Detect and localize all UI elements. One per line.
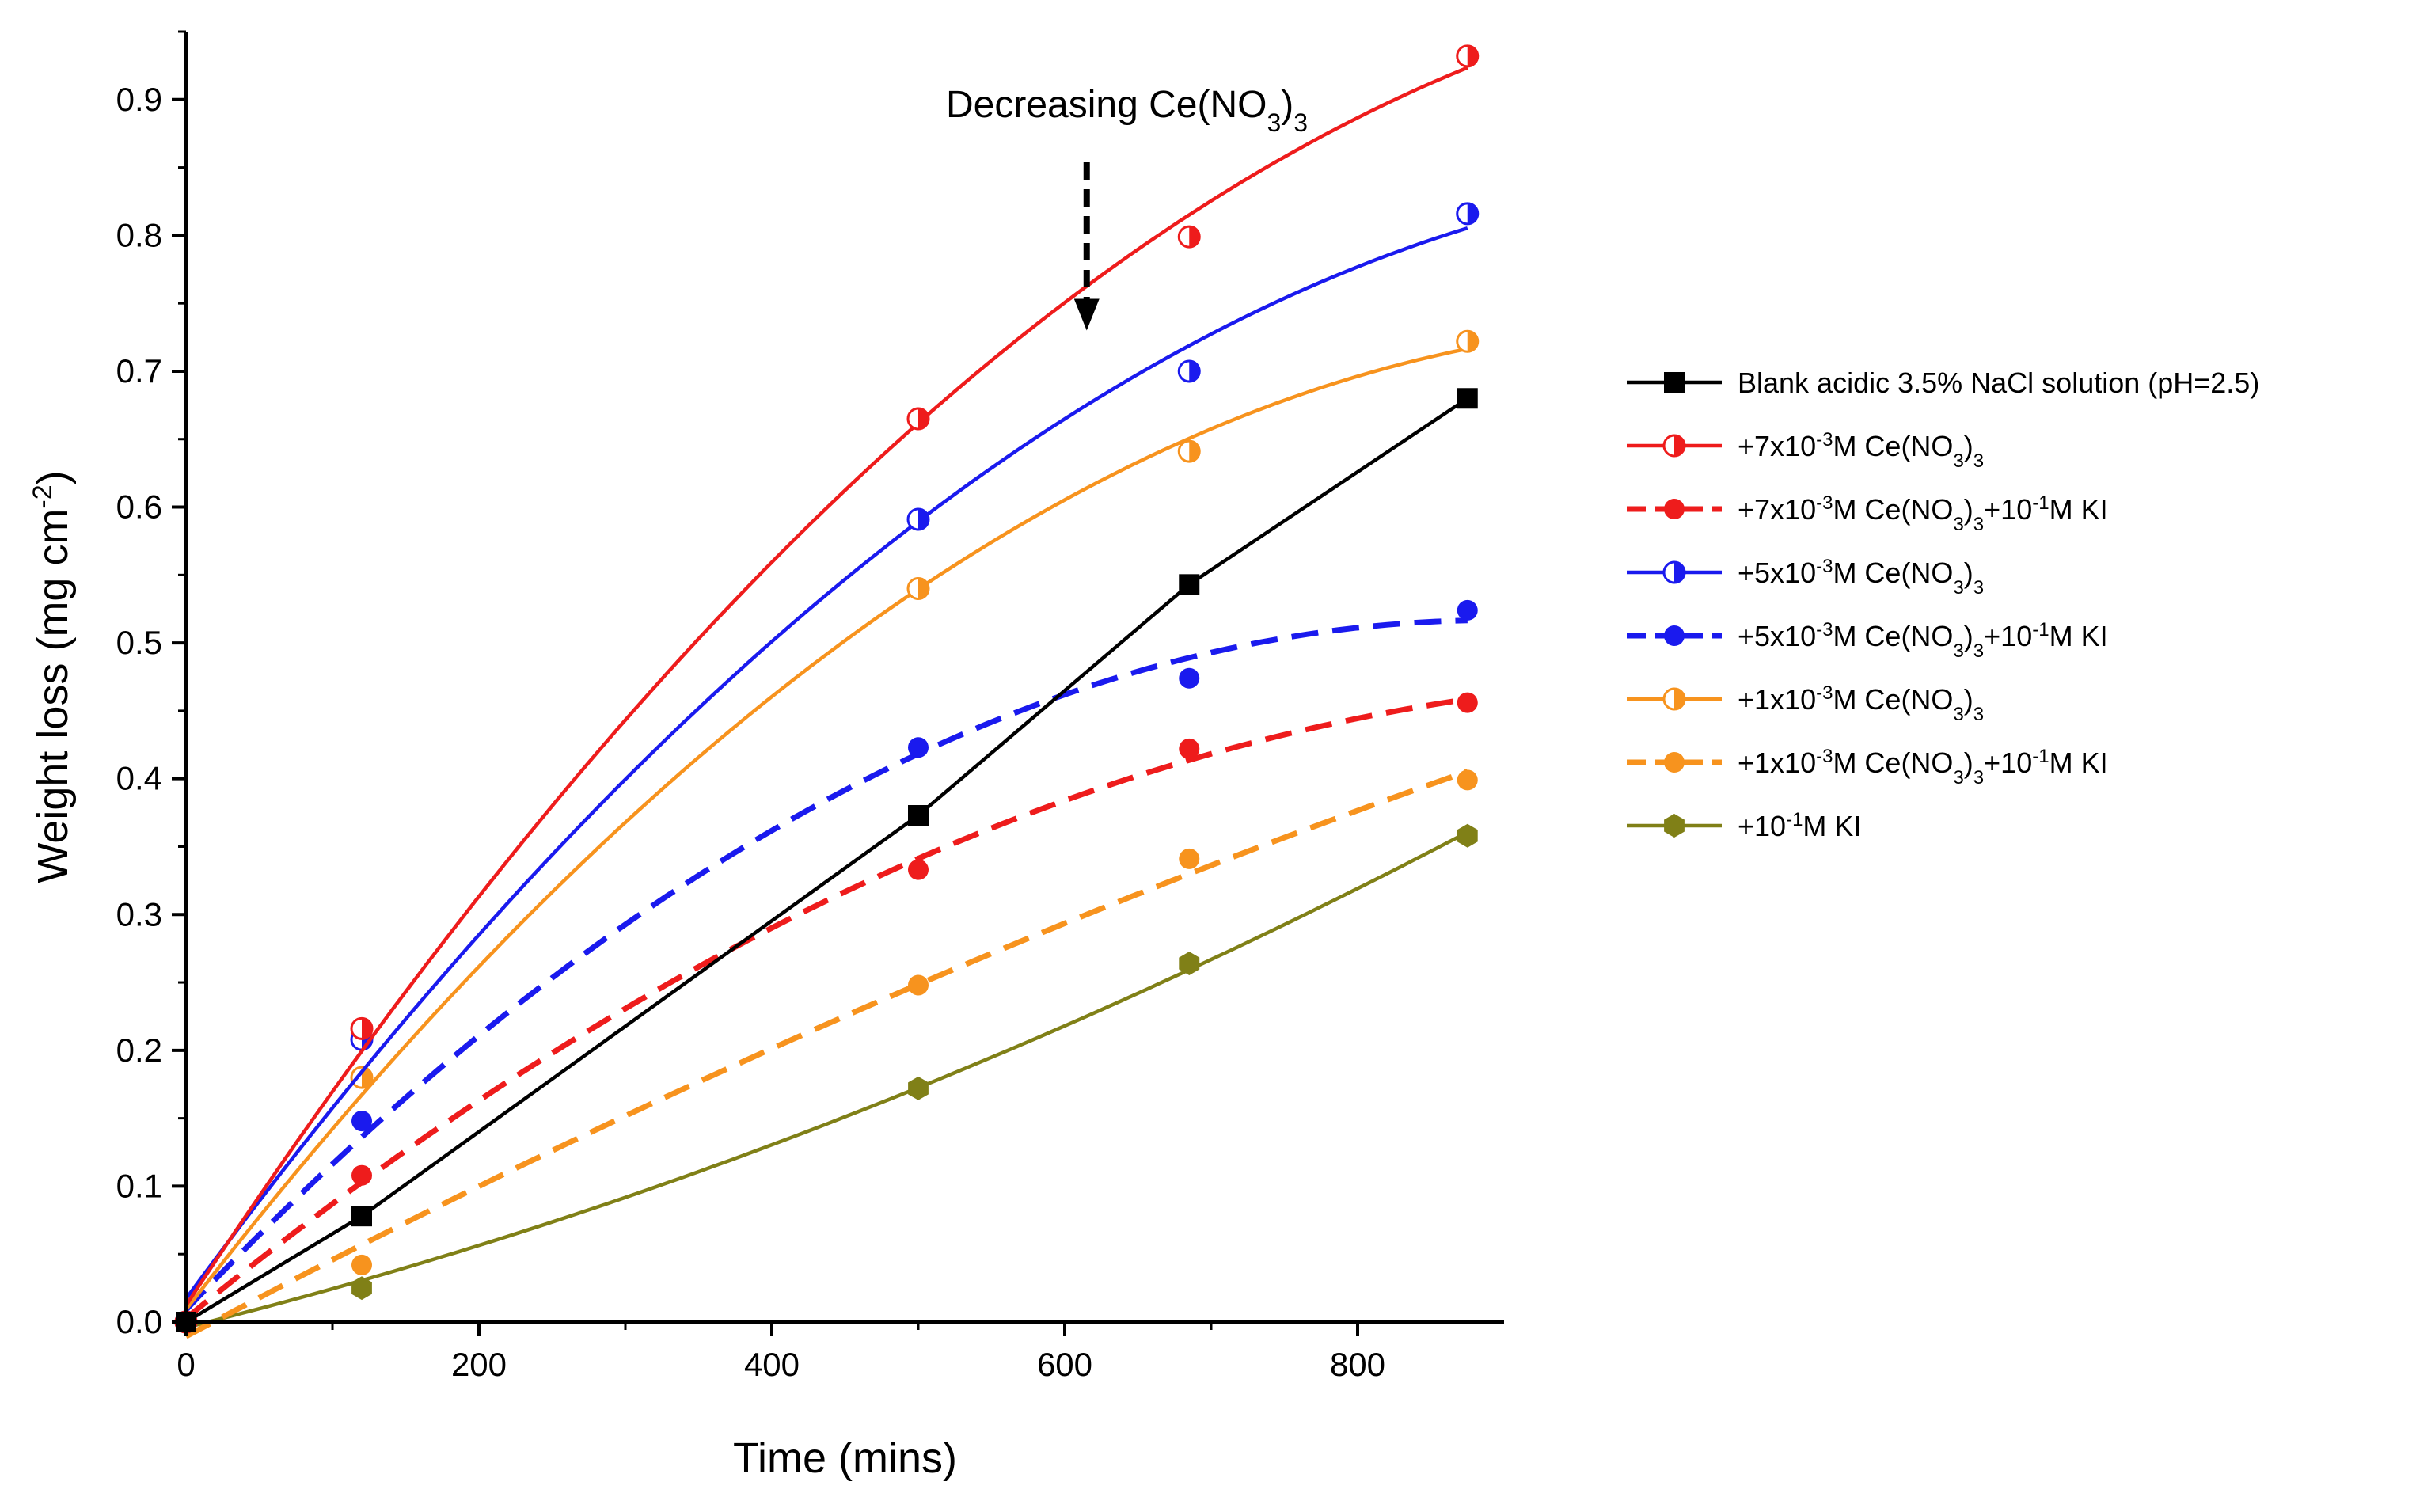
y-tick-label: 0.9	[116, 81, 162, 118]
data-point-half	[918, 508, 929, 530]
y-tick-label: 0.7	[116, 352, 162, 389]
data-point	[1179, 848, 1200, 869]
x-tick-label: 600	[1037, 1346, 1092, 1383]
series-line	[184, 347, 1468, 1311]
axes-layer: 0 200 400 600 800 0.0 0.1 0.2 0.3 0.4 0.5 0.6 0.7 0.8…	[28, 30, 1504, 1482]
data-point	[351, 1111, 372, 1132]
legend-marker-half	[1674, 562, 1685, 583]
y-tick-label: 0.4	[116, 760, 162, 797]
annotation-text: Decreasing Ce(NO3)3	[946, 84, 1308, 137]
data-point-half	[362, 1067, 372, 1088]
y-axis-title: Weight loss (mg cm-2)	[28, 470, 77, 883]
y-tick-label: 0.5	[116, 624, 162, 661]
legend-item: +10-1M KI	[1627, 809, 1861, 843]
data-point	[1179, 667, 1200, 689]
y-tick-label: 0.0	[116, 1303, 162, 1340]
series-line	[184, 696, 1468, 1321]
legend-label: +7x10-3M Ce(NO3)3	[1738, 429, 1984, 472]
y-tick-label: 0.6	[116, 488, 162, 526]
legend-item: +5x10-3M Ce(NO3)3+10-1M KI	[1627, 619, 2108, 662]
data-point	[351, 1254, 372, 1275]
data-point	[908, 805, 929, 826]
data-point-half	[1467, 45, 1478, 66]
series-line	[184, 66, 1468, 1307]
data-point	[1179, 738, 1200, 759]
data-point	[1457, 599, 1478, 621]
data-point-half	[918, 578, 929, 599]
data-point	[908, 974, 929, 996]
legend-item: +7x10-3M Ce(NO3)3+10-1M KI	[1627, 492, 2108, 535]
legend-item: Blank acidic 3.5% NaCl solution (pH=2.5)	[1627, 367, 2259, 399]
data-point	[1457, 769, 1478, 791]
y-tick-label: 0.2	[116, 1031, 162, 1069]
legend-label: +10-1M KI	[1738, 809, 1861, 843]
series-line	[184, 617, 1468, 1313]
legend-label: +1x10-3M Ce(NO3)3	[1738, 682, 1984, 725]
legend-label: +5x10-3M Ce(NO3)3+10-1M KI	[1738, 619, 2108, 662]
legend: Blank acidic 3.5% NaCl solution (pH=2.5)…	[1627, 367, 2259, 842]
series-line	[184, 769, 1468, 1339]
data-point-half	[1189, 226, 1200, 248]
legend-marker-half	[1674, 435, 1685, 456]
data-point	[1457, 388, 1478, 409]
legend-item: +5x10-3M Ce(NO3)3	[1627, 556, 1984, 598]
y-tick-label: 0.1	[116, 1167, 162, 1204]
data-point	[908, 859, 929, 880]
data-point	[351, 1164, 372, 1186]
y-tick-label: 0.8	[116, 216, 162, 253]
legend-label: +1x10-3M Ce(NO3)3+10-1M KI	[1738, 746, 2108, 788]
legend-marker	[1664, 814, 1685, 838]
legend-label: Blank acidic 3.5% NaCl solution (pH=2.5)	[1738, 367, 2259, 399]
data-point-half	[918, 408, 929, 429]
data-point	[1457, 823, 1478, 848]
data-point-half	[1189, 441, 1200, 462]
x-tick-label: 0	[177, 1346, 195, 1383]
series-group	[174, 44, 1480, 1334]
legend-item: +1x10-3M Ce(NO3)3	[1627, 682, 1984, 725]
series-group	[176, 388, 1478, 1332]
data-point-half	[1189, 360, 1200, 382]
legend-marker-half	[1674, 689, 1685, 709]
x-tick-label: 400	[744, 1346, 800, 1383]
series-line	[184, 226, 1468, 1300]
legend-marker	[1664, 372, 1685, 393]
data-point-half	[1467, 203, 1478, 224]
legend-marker	[1664, 625, 1685, 646]
annotation: Decreasing Ce(NO3)3	[946, 84, 1308, 331]
data-point	[351, 1276, 372, 1301]
x-tick-label: 200	[451, 1346, 507, 1383]
y-tick-label: 0.3	[116, 895, 162, 933]
data-point	[1179, 952, 1200, 975]
legend-item: +1x10-3M Ce(NO3)3+10-1M KI	[1627, 746, 2108, 788]
annotation-arrow-head	[1073, 298, 1100, 331]
legend-label: +7x10-3M Ce(NO3)3+10-1M KI	[1738, 492, 2108, 535]
data-point	[351, 1206, 372, 1227]
legend-marker	[1664, 499, 1685, 519]
x-axis-title: Time (mins)	[733, 1434, 957, 1482]
data-point	[1179, 574, 1200, 595]
data-point-half	[1467, 331, 1478, 352]
data-point-half	[362, 1018, 372, 1039]
series-line	[185, 830, 1468, 1330]
data-point	[908, 1076, 929, 1100]
data-point	[908, 737, 929, 758]
plot-layer	[174, 44, 1480, 1339]
x-tick-label: 800	[1330, 1346, 1385, 1383]
legend-label: +5x10-3M Ce(NO3)3	[1738, 556, 1984, 598]
legend-item: +7x10-3M Ce(NO3)3	[1627, 429, 1984, 472]
legend-marker	[1664, 752, 1685, 773]
data-point	[1457, 692, 1478, 713]
